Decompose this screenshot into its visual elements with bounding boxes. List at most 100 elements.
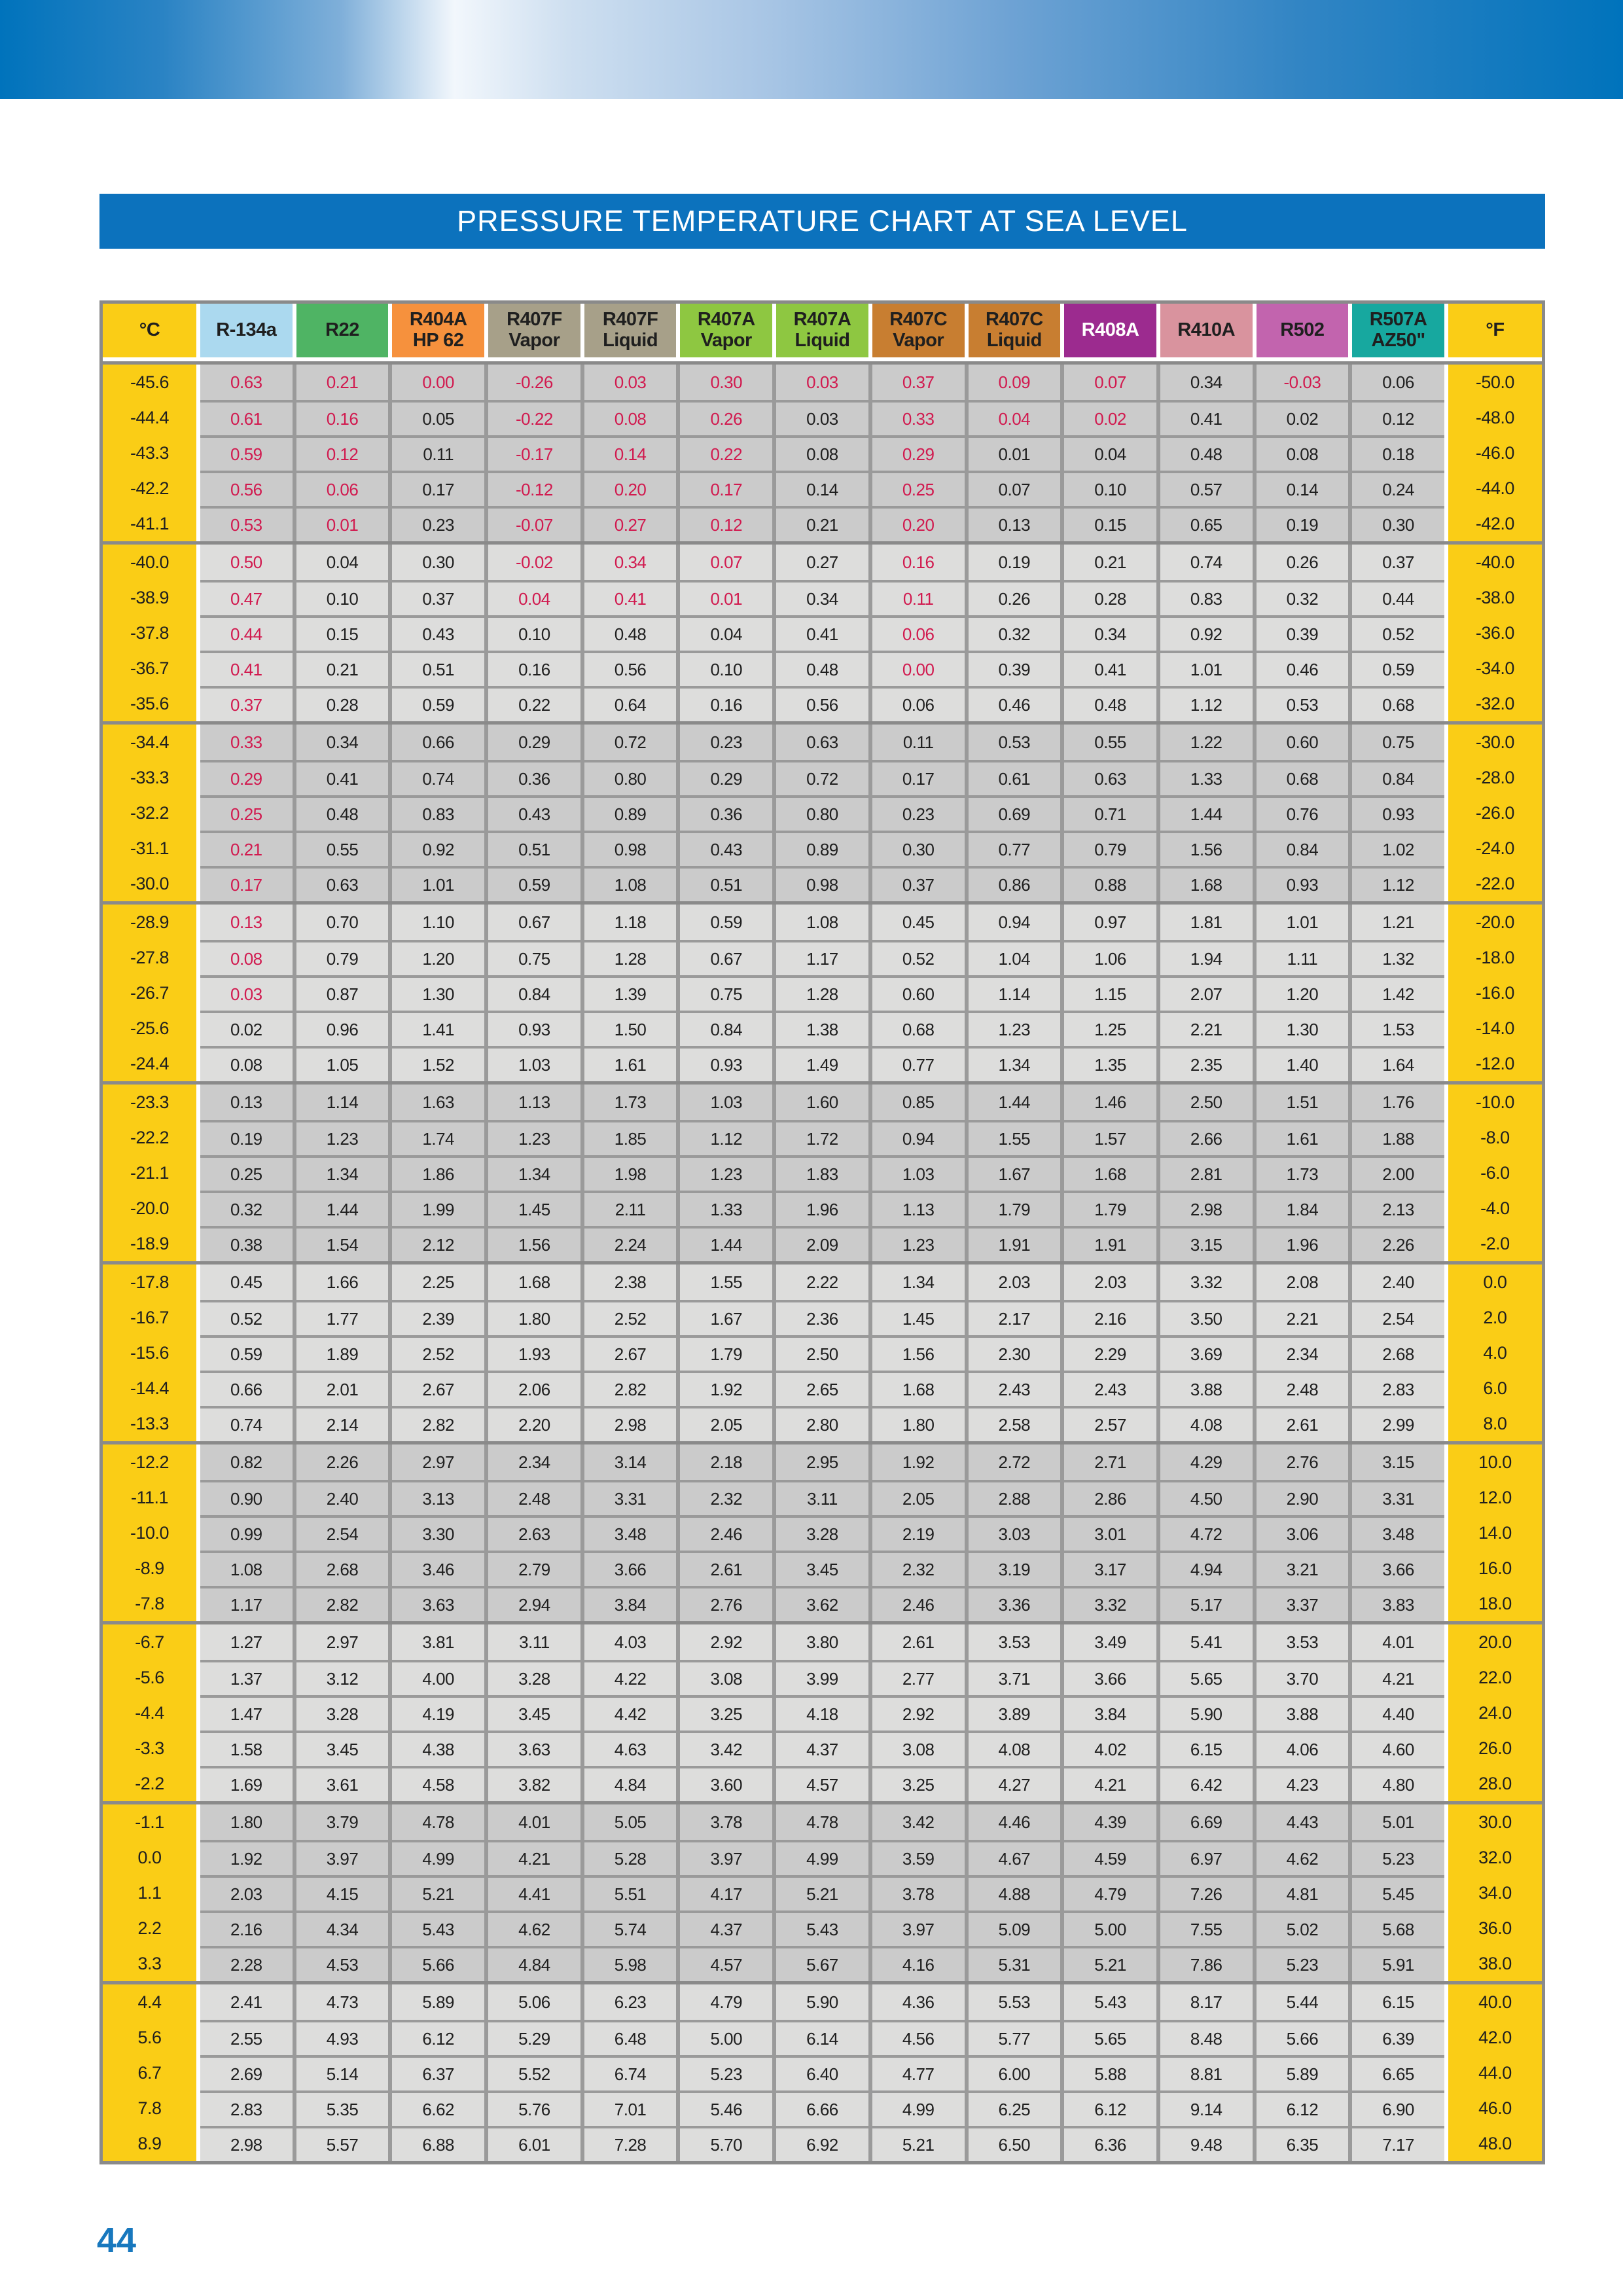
pressure-value: 3.28 xyxy=(488,1660,580,1695)
pressure-value: 9.48 xyxy=(1160,2126,1253,2161)
grid-line xyxy=(484,2020,489,2055)
pressure-value: 2.50 xyxy=(1160,1085,1253,1120)
celsius-value: -25.6 xyxy=(103,1011,196,1046)
grid-line xyxy=(964,615,969,651)
grid-line xyxy=(1156,1265,1160,1300)
grid-line xyxy=(484,1731,489,1766)
pressure-value: 0.14 xyxy=(1256,471,1349,506)
pressure-value: 2.76 xyxy=(680,1586,773,1621)
pressure-value: 1.34 xyxy=(296,1155,389,1191)
grid-line xyxy=(1060,940,1065,975)
pressure-value: 0.61 xyxy=(968,760,1061,795)
grid-line xyxy=(868,580,872,615)
grid-line xyxy=(772,1984,777,2020)
pressure-value: 0.12 xyxy=(680,506,773,541)
pressure-value: 3.15 xyxy=(1160,1226,1253,1261)
pressure-value: 3.88 xyxy=(1256,1695,1349,1731)
grid-line xyxy=(292,1695,296,1731)
table-row: -26.7 0.03 0.87 1.30 0.84 1.39 0.75 1.28 0.60 1.1… xyxy=(103,975,1542,1011)
pressure-value: 0.63 xyxy=(296,866,389,901)
grid-line xyxy=(772,1946,777,1981)
grid-line xyxy=(580,1085,584,1120)
grid-line xyxy=(484,1406,489,1441)
pressure-value: 0.37 xyxy=(1352,545,1444,580)
celsius-value: -24.4 xyxy=(103,1046,196,1081)
pressure-value: 1.85 xyxy=(584,1120,677,1155)
grid-line xyxy=(388,1085,393,1120)
grid-line xyxy=(868,1984,872,2020)
grid-line xyxy=(484,1265,489,1300)
grid-line xyxy=(772,1586,777,1621)
fahrenheit-value: -32.0 xyxy=(1448,686,1542,721)
grid-line xyxy=(1156,1480,1160,1515)
pressure-value: 1.44 xyxy=(968,1085,1061,1120)
grid-line xyxy=(676,1371,681,1406)
fahrenheit-value: -4.0 xyxy=(1448,1191,1542,1226)
table-row: 2.2 2.16 4.34 5.43 4.62 5.74 4.37 5.43 3.97 5.09 5… xyxy=(103,1910,1542,1946)
grid-line xyxy=(388,1946,393,1981)
pressure-value: 2.80 xyxy=(776,1406,868,1441)
grid-line xyxy=(868,1191,872,1226)
grid-line xyxy=(868,400,872,435)
grid-line xyxy=(868,545,872,580)
pressure-value: 0.16 xyxy=(488,651,580,686)
grid-line xyxy=(1060,1766,1065,1801)
grid-line xyxy=(388,975,393,1011)
pressure-value: 3.17 xyxy=(1064,1551,1156,1586)
column-gap xyxy=(1444,1766,1448,1801)
grid-line xyxy=(292,1011,296,1046)
fahrenheit-value: 4.0 xyxy=(1448,1335,1542,1371)
grid-line xyxy=(964,1226,969,1261)
pressure-value: 1.98 xyxy=(584,1155,677,1191)
grid-line xyxy=(1156,1586,1160,1621)
grid-line xyxy=(292,760,296,795)
grid-line xyxy=(388,2055,393,2090)
pressure-value: 0.23 xyxy=(392,506,485,541)
pressure-value: 0.03 xyxy=(584,365,677,400)
grid-line xyxy=(868,1695,872,1731)
fahrenheit-value: 20.0 xyxy=(1448,1624,1542,1660)
pressure-value: 4.63 xyxy=(584,1731,677,1766)
pressure-value: 0.29 xyxy=(872,435,965,471)
grid-line xyxy=(1156,1551,1160,1586)
grid-line xyxy=(580,506,584,541)
grid-line xyxy=(484,1766,489,1801)
pressure-value: 0.30 xyxy=(1352,506,1444,541)
grid-line xyxy=(292,905,296,940)
grid-line xyxy=(1252,1731,1257,1766)
fahrenheit-value: -42.0 xyxy=(1448,506,1542,541)
grid-line xyxy=(676,686,681,721)
pressure-value: 3.42 xyxy=(872,1804,965,1840)
pressure-value: 1.57 xyxy=(1064,1120,1156,1155)
celsius-value: -10.0 xyxy=(103,1515,196,1551)
pressure-value: 5.77 xyxy=(968,2020,1061,2055)
pressure-value: 4.62 xyxy=(488,1910,580,1946)
grid-line xyxy=(964,651,969,686)
pressure-value: 4.99 xyxy=(872,2090,965,2126)
pressure-value: 0.39 xyxy=(968,651,1061,686)
grid-line xyxy=(1348,580,1353,615)
grid-line xyxy=(580,1624,584,1660)
fahrenheit-value: 0.0 xyxy=(1448,1265,1542,1300)
fahrenheit-value: 32.0 xyxy=(1448,1840,1542,1875)
grid-line xyxy=(868,1120,872,1155)
column-gap xyxy=(196,1046,200,1081)
pressure-value: 2.79 xyxy=(488,1551,580,1586)
celsius-value: 8.9 xyxy=(103,2126,196,2161)
pressure-value: 2.48 xyxy=(1256,1371,1349,1406)
pressure-value: 2.82 xyxy=(296,1586,389,1621)
grid-line xyxy=(868,866,872,901)
column-header-r407f-vapor: R407F Vapor xyxy=(488,304,580,357)
grid-line xyxy=(772,1226,777,1261)
grid-line xyxy=(964,545,969,580)
pressure-value: 4.02 xyxy=(1064,1731,1156,1766)
grid-line xyxy=(1348,1085,1353,1120)
pressure-value: 2.34 xyxy=(1256,1335,1349,1371)
pressure-value: 2.18 xyxy=(680,1444,773,1480)
pressure-value: 0.00 xyxy=(872,651,965,686)
grid-line xyxy=(1060,905,1065,940)
fahrenheit-value: -16.0 xyxy=(1448,975,1542,1011)
grid-line xyxy=(772,1300,777,1335)
pressure-value: 1.35 xyxy=(1064,1046,1156,1081)
grid-line xyxy=(676,831,681,866)
